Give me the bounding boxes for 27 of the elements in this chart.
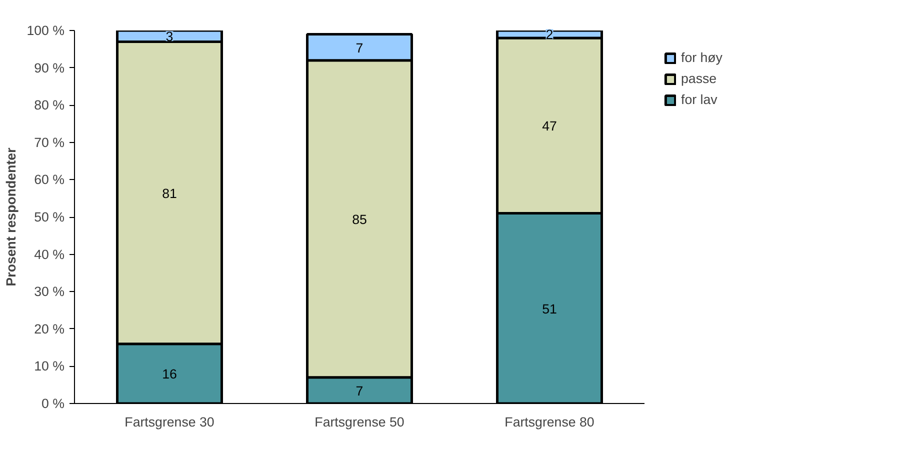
y-tick-label: 100 %: [26, 23, 65, 38]
y-tick-label: 50 %: [34, 210, 65, 224]
legend-label: for høy: [681, 50, 722, 65]
y-tick-label: 80 %: [34, 98, 65, 113]
x-tick-label: Fartsgrense 30: [124, 414, 214, 430]
x-tick-label: Fartsgrense 50: [314, 414, 404, 430]
data-label: 7: [356, 383, 364, 398]
data-label: 3: [166, 29, 174, 44]
y-tick-label: 60 %: [34, 172, 65, 188]
y-tick-label: 90 %: [34, 60, 65, 76]
data-label: 47: [542, 118, 557, 134]
legend-label: for lav: [681, 92, 718, 107]
y-tick-label: 70 %: [34, 134, 65, 150]
data-label: 51: [542, 301, 557, 316]
data-label: 2: [546, 27, 554, 42]
y-tick-label: 40 %: [34, 246, 65, 262]
y-tick-label: 10 %: [34, 358, 65, 374]
y-tick-label: 30 %: [34, 284, 65, 300]
data-label: 16: [162, 366, 177, 382]
legend-label: passe: [681, 71, 717, 86]
data-label: 81: [162, 186, 177, 201]
y-tick-label: 20 %: [34, 321, 65, 336]
x-tick-label: Fartsgrense 80: [504, 414, 594, 430]
data-label: 85: [352, 212, 367, 227]
data-label: 7: [356, 40, 364, 56]
y-axis-title: Prosent respondenter: [4, 148, 19, 286]
y-tick-label: 0 %: [42, 396, 65, 411]
